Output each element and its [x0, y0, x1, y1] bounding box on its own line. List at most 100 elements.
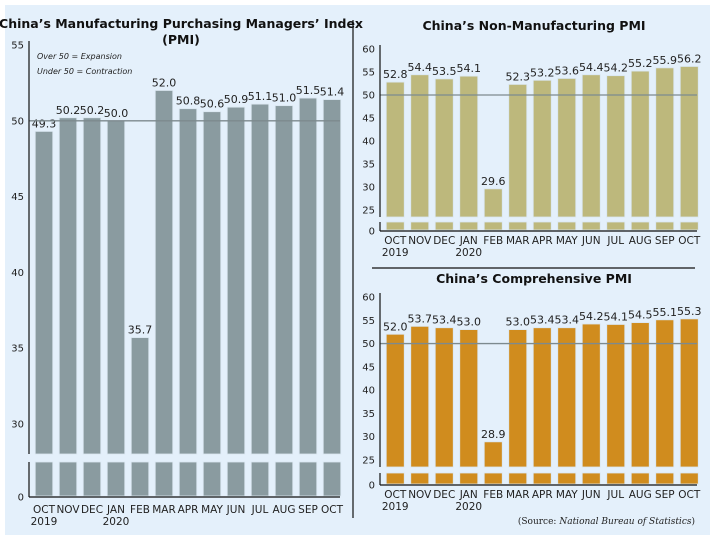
x-tick-label: SEP — [655, 235, 675, 247]
x-tick-label: DEC — [81, 504, 103, 516]
bar-may-7 — [557, 327, 577, 468]
x-tick-label: OCT — [321, 504, 344, 516]
bar-base-4 — [483, 472, 503, 485]
bar-feb-4 — [483, 188, 503, 218]
bar-base-6 — [532, 472, 552, 485]
bar-feb-4 — [483, 441, 503, 468]
value-label: 53.4 — [555, 314, 580, 327]
y-tick-label: 40 — [362, 137, 375, 148]
bar-jun-8 — [581, 323, 601, 468]
x-tick-label: JUL — [606, 489, 624, 501]
x-tick-label: NOV — [408, 489, 432, 501]
bar-base-7 — [557, 472, 577, 485]
bar-base-12 — [679, 221, 699, 231]
bar-sep-11 — [655, 319, 675, 468]
bar-jul-9 — [606, 324, 626, 468]
x-tick-label: OCT — [384, 489, 407, 501]
annotation-expansion: Over 50 = Expansion — [37, 52, 122, 61]
bar-nov-1 — [410, 325, 430, 468]
bar-base-3 — [459, 472, 479, 485]
bar-aug-10 — [630, 322, 650, 468]
manufacturing-chart-title-line1: China’s Manufacturing Purchasing Manager… — [0, 16, 363, 31]
source-note: (Source: National Bureau of Statistics) — [518, 516, 695, 527]
bar-mar-5 — [508, 329, 528, 468]
x-tick-label: OCT — [384, 235, 407, 247]
y-tick-label: 0 — [18, 493, 24, 504]
y-tick-label: 40 — [11, 268, 24, 279]
bar-base-5 — [154, 461, 174, 497]
value-label: 55.1 — [653, 306, 678, 319]
x-tick-label: JUN — [581, 489, 601, 501]
bar-base-10 — [630, 472, 650, 485]
bar-sep-11 — [655, 67, 675, 218]
y-tick-label: 0 — [369, 227, 375, 238]
x-tick-label: NOV — [408, 235, 432, 247]
value-label: 53.4 — [432, 314, 457, 327]
bar-base-1 — [410, 221, 430, 231]
y-tick-label: 45 — [362, 114, 375, 125]
y-tick-label: 30 — [362, 183, 375, 194]
bar-apr-6 — [178, 108, 198, 455]
x-tick-label: FEB — [483, 489, 503, 501]
value-label: 51.5 — [296, 84, 321, 97]
annotation-contraction: Under 50 = Contraction — [37, 67, 132, 76]
x-tick-label: MAY — [556, 489, 578, 501]
bar-nov-1 — [410, 74, 430, 218]
bar-base-3 — [106, 461, 126, 497]
value-label: 50.2 — [80, 104, 105, 117]
x-tick-label: JUN — [581, 235, 601, 247]
bar-base-9 — [250, 461, 270, 497]
bar-base-11 — [655, 472, 675, 485]
y-tick-label: 35 — [362, 409, 375, 420]
bar-apr-6 — [532, 79, 552, 218]
value-label: 53.2 — [530, 66, 555, 79]
value-label: 52.0 — [383, 320, 408, 333]
x-tick-label: AUG — [629, 489, 652, 501]
value-label: 55.2 — [628, 57, 653, 70]
bar-feb-4 — [130, 337, 150, 455]
bar-oct-12 — [679, 318, 699, 468]
x-tick-label: DEC — [433, 489, 455, 501]
x-tick-label: DEC — [433, 235, 455, 247]
y-tick-label: 50 — [11, 116, 24, 127]
bar-base-7 — [557, 221, 577, 231]
source-name: National Bureau of Statistics — [558, 517, 692, 527]
value-label: 51.0 — [272, 92, 297, 105]
bar-aug-10 — [274, 105, 294, 455]
x-tick-label: FEB — [130, 504, 150, 516]
x-tick-label: AUG — [272, 504, 295, 516]
bar-base-0 — [385, 221, 405, 231]
x-tick-sublabel-year: 2020 — [103, 516, 130, 528]
x-tick-label: SEP — [655, 489, 675, 501]
bar-base-5 — [508, 221, 528, 231]
value-label: 51.1 — [248, 90, 273, 103]
y-tick-label: 55 — [11, 41, 24, 52]
bar-base-6 — [532, 221, 552, 231]
bar-oct-0 — [34, 131, 54, 455]
x-tick-label: OCT — [678, 489, 701, 501]
x-tick-sublabel-year: 2020 — [455, 501, 482, 513]
y-tick-label: 25 — [362, 456, 375, 467]
bar-base-11 — [298, 461, 318, 497]
value-label: 54.1 — [604, 310, 629, 323]
value-label: 50.9 — [224, 93, 249, 106]
value-label: 29.6 — [481, 175, 506, 188]
x-tick-label: AUG — [629, 235, 652, 247]
x-tick-label: JAN — [459, 489, 478, 501]
bar-mar-5 — [154, 90, 174, 455]
x-tick-sublabel-year: 2019 — [31, 516, 58, 528]
value-label: 53.7 — [408, 312, 433, 325]
bar-jan-3 — [106, 120, 126, 455]
bar-jul-9 — [250, 103, 270, 455]
source-prefix: (Source: — [518, 516, 559, 527]
bar-oct-12 — [679, 66, 699, 218]
bar-base-8 — [581, 472, 601, 485]
value-label: 50.8 — [176, 95, 201, 108]
y-tick-label: 50 — [362, 91, 375, 102]
bar-may-7 — [202, 111, 222, 455]
y-tick-label: 0 — [369, 481, 375, 492]
value-label: 50.2 — [56, 104, 81, 117]
bar-oct-0 — [385, 81, 405, 218]
x-tick-label: OCT — [33, 504, 56, 516]
